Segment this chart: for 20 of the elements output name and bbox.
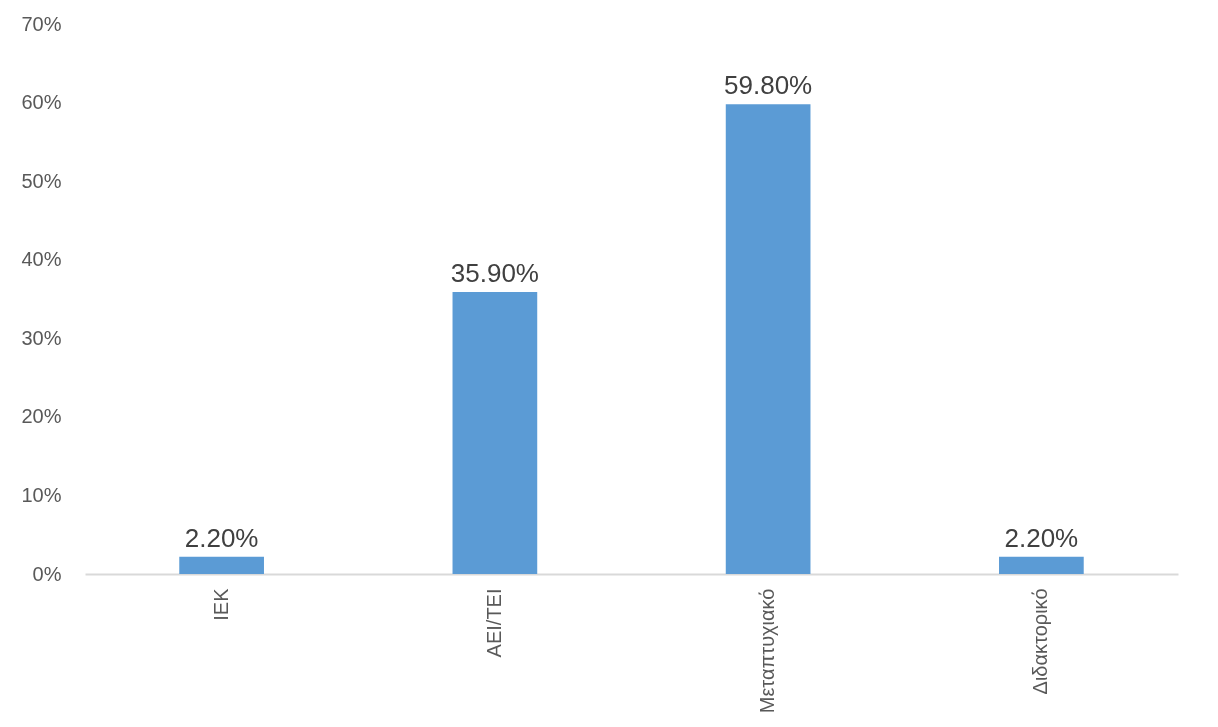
data-label: 2.20% (184, 522, 259, 553)
x-tick-label: Διδακτορικό (1029, 588, 1052, 695)
y-tick-label: 20% (21, 405, 62, 428)
x-tick-label: Μεταπτυχιακό (756, 588, 779, 714)
x-tick-label: ΙΕΚ (209, 587, 232, 621)
bar (999, 556, 1084, 574)
y-tick-label: 10% (21, 483, 62, 506)
data-label: 2.20% (1004, 522, 1079, 553)
data-label: 35.90% (450, 257, 539, 288)
y-tick-label: 60% (21, 91, 62, 114)
y-tick-label: 40% (21, 248, 62, 271)
y-tick-label: 70% (21, 12, 62, 35)
bar (179, 556, 264, 574)
bar (452, 291, 538, 574)
bar (725, 104, 811, 574)
y-tick-label: 0% (32, 562, 62, 585)
y-tick-label: 50% (21, 169, 62, 192)
x-tick-label: ΑΕΙ/ΤΕΙ (482, 588, 505, 658)
y-tick-label: 30% (21, 326, 62, 349)
data-label: 59.80% (724, 70, 813, 101)
